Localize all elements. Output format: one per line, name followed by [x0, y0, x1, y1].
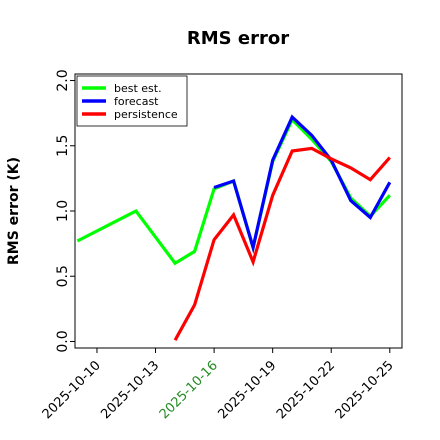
series-lines	[76, 114, 392, 341]
series-line-persistence	[173, 146, 392, 341]
y-tick-label: 0.5	[55, 265, 71, 287]
y-tick-label: 1.0	[55, 200, 71, 222]
legend-label: persistence	[114, 108, 178, 121]
legend-label: best est.	[114, 82, 162, 95]
x-tick-label: 2025-10-25	[333, 358, 397, 422]
y-tick-label: 0.0	[55, 330, 71, 352]
x-tick-label: 2025-10-16	[157, 358, 221, 422]
x-tick-label: 2025-10-22	[274, 358, 338, 422]
x-tick-label: 2025-10-10	[40, 358, 104, 422]
x-tick-label: 2025-10-19	[215, 358, 279, 422]
y-tick-label: 2.0	[55, 69, 71, 91]
y-tick-label: 1.5	[55, 135, 71, 157]
series-line-forecast	[213, 114, 392, 254]
x-tick-label: 2025-10-13	[98, 358, 162, 422]
x-axis-ticks: 2025-10-102025-10-132025-10-162025-10-19…	[40, 348, 397, 422]
legend-label: forecast	[114, 95, 159, 108]
chart-title: RMS error	[187, 28, 289, 49]
y-axis-ticks: 0.0 0.5 1.0 1.5 2.0	[55, 69, 75, 353]
y-axis-label: RMS error (K)	[6, 157, 22, 265]
